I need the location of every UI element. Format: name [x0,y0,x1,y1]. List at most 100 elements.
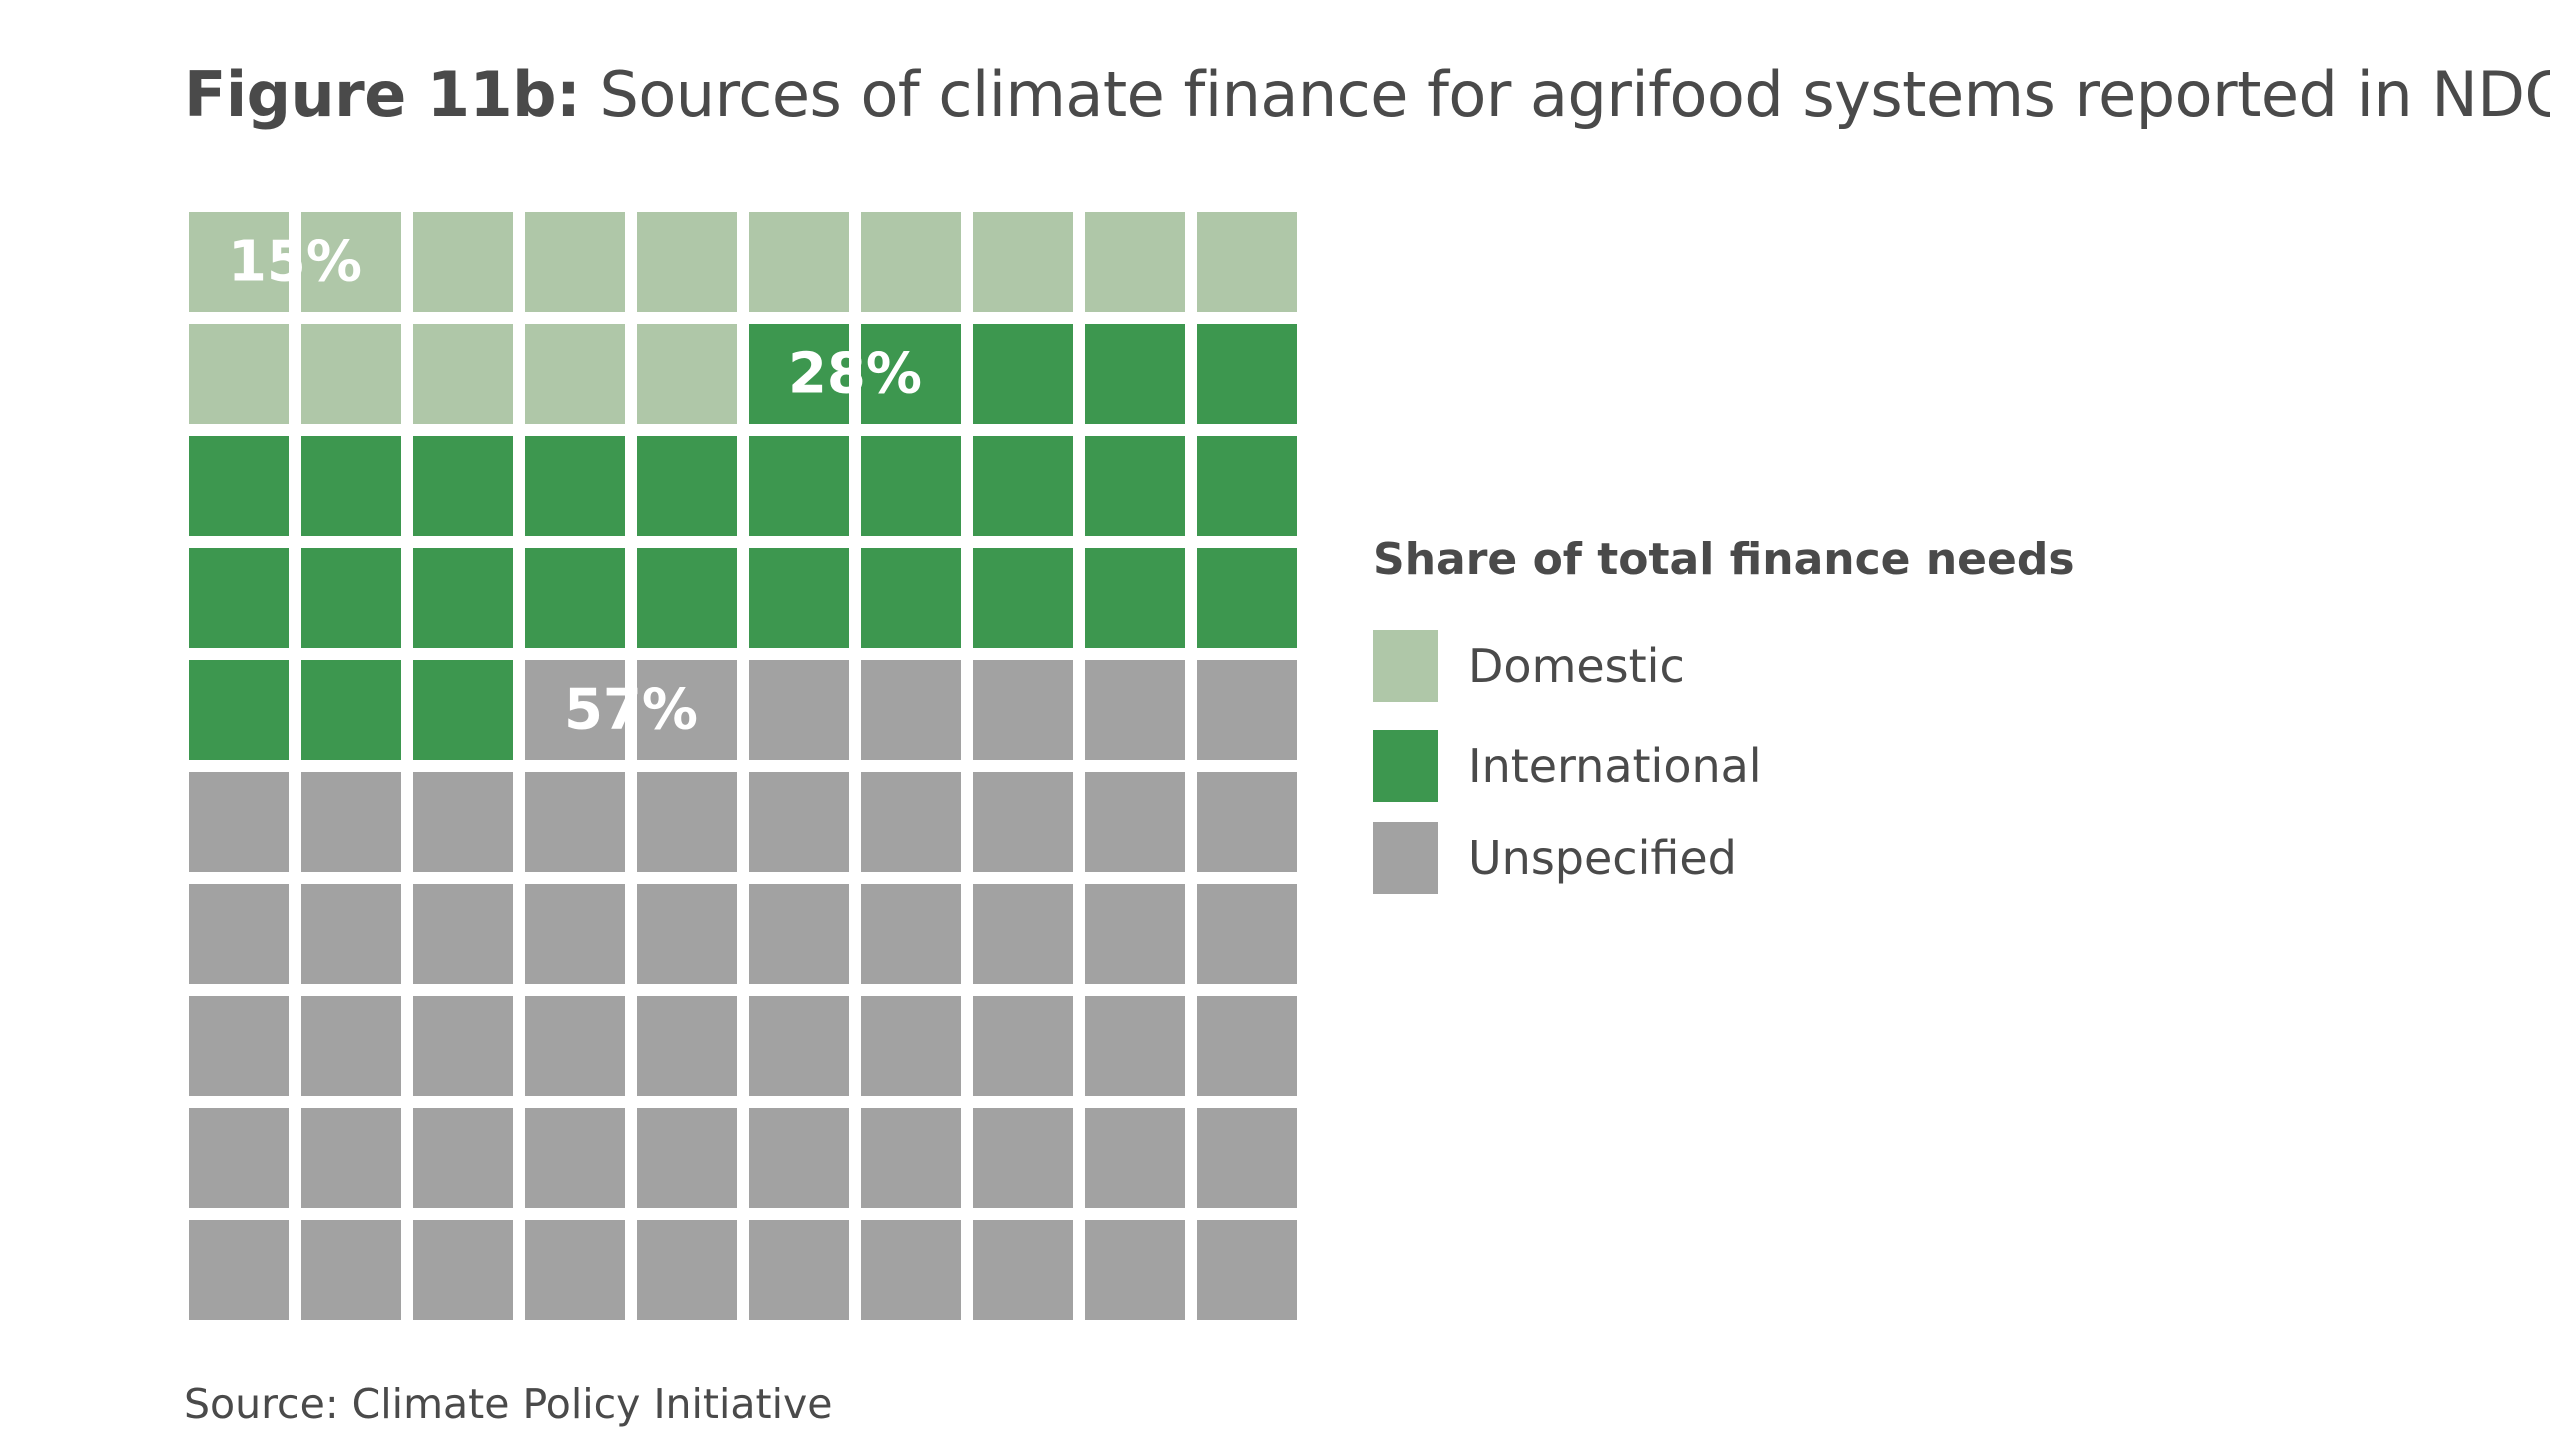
waffle-cell-unspecified [525,772,625,872]
waffle-cell-domestic [189,212,289,312]
waffle-cell-international [413,548,513,648]
waffle-cell-international [637,548,737,648]
waffle-cell-unspecified [861,660,961,760]
waffle-cell-unspecified [1085,1220,1185,1320]
waffle-cell-unspecified [861,1220,961,1320]
waffle-cell-international [973,324,1073,424]
waffle-cell-international [749,548,849,648]
waffle-cell-domestic [1197,212,1297,312]
waffle-cell-international [189,436,289,536]
waffle-cell-unspecified [413,772,513,872]
waffle-cell-unspecified [413,884,513,984]
waffle-cell-unspecified [749,660,849,760]
waffle-cell-unspecified [1085,996,1185,1096]
waffle-cell-unspecified [301,1108,401,1208]
waffle-cell-unspecified [1197,1220,1297,1320]
waffle-cell-unspecified [637,660,737,760]
waffle-cell-domestic [525,212,625,312]
legend-swatch-international [1373,730,1438,802]
waffle-cell-international [1197,436,1297,536]
waffle-cell-unspecified [861,1108,961,1208]
waffle-cell-unspecified [189,884,289,984]
waffle-cell-unspecified [189,1220,289,1320]
waffle-cell-unspecified [1197,772,1297,872]
waffle-cell-international [525,436,625,536]
waffle-cell-unspecified [525,660,625,760]
waffle-cell-unspecified [749,884,849,984]
waffle-cell-unspecified [637,996,737,1096]
figure-number: Figure 11b: [184,58,581,131]
data-label-international: 28% [788,342,922,407]
waffle-cell-domestic [413,212,513,312]
data-label-domestic: 15% [228,230,362,295]
waffle-cell-international [301,548,401,648]
waffle-cell-domestic [637,324,737,424]
waffle-cell-international [861,436,961,536]
waffle-cell-unspecified [637,772,737,872]
waffle-cell-unspecified [749,996,849,1096]
waffle-cell-unspecified [973,1220,1073,1320]
waffle-cell-international [749,436,849,536]
waffle-cell-international [1197,324,1297,424]
legend-swatch-domestic [1373,630,1438,702]
legend-swatch-unspecified [1373,822,1438,894]
waffle-cell-domestic [973,212,1073,312]
waffle-cell-unspecified [973,884,1073,984]
waffle-cell-international [525,548,625,648]
waffle-cell-unspecified [637,1220,737,1320]
waffle-cell-unspecified [301,996,401,1096]
waffle-cell-international [189,660,289,760]
legend-label-unspecified: Unspecified [1468,831,1737,885]
waffle-cell-unspecified [1085,1108,1185,1208]
waffle-cell-domestic [861,212,961,312]
waffle-cell-unspecified [525,996,625,1096]
legend-title: Share of total finance needs [1373,534,2075,585]
waffle-cell-domestic [525,324,625,424]
waffle-cell-unspecified [301,884,401,984]
waffle-cell-unspecified [413,996,513,1096]
waffle-cell-unspecified [189,996,289,1096]
waffle-cell-unspecified [1197,884,1297,984]
waffle-cell-unspecified [1197,996,1297,1096]
waffle-cell-unspecified [525,1108,625,1208]
waffle-cell-unspecified [1085,884,1185,984]
waffle-cell-unspecified [189,1108,289,1208]
waffle-cell-unspecified [861,996,961,1096]
figure-title-text: Sources of climate finance for agrifood … [599,58,2550,131]
waffle-cell-domestic [1085,212,1185,312]
waffle-cell-international [301,660,401,760]
waffle-cell-international [1085,436,1185,536]
legend-label-international: International [1468,739,1762,793]
source-note: Source: Climate Policy Initiative [184,1380,833,1428]
waffle-cell-unspecified [1197,1108,1297,1208]
waffle-cell-unspecified [973,660,1073,760]
legend-item-unspecified: Unspecified [1373,822,2073,894]
waffle-cell-international [749,324,849,424]
waffle-cell-international [301,436,401,536]
legend-item-international: International [1373,730,2073,802]
waffle-cell-unspecified [525,884,625,984]
waffle-cell-international [973,436,1073,536]
waffle-cell-domestic [301,212,401,312]
waffle-cell-domestic [749,212,849,312]
waffle-cell-international [189,548,289,648]
waffle-cell-unspecified [861,772,961,872]
chart-title: Figure 11b: Sources of climate finance f… [184,55,2550,135]
waffle-cell-unspecified [413,1108,513,1208]
waffle-cell-international [1197,548,1297,648]
legend: Share of total finance needs Domestic In… [1373,530,2075,894]
waffle-cell-domestic [301,324,401,424]
waffle-cell-unspecified [861,884,961,984]
waffle-cell-unspecified [637,1108,737,1208]
waffle-cell-unspecified [637,884,737,984]
waffle-cell-international [861,548,961,648]
legend-label-domestic: Domestic [1468,639,1685,693]
waffle-cell-unspecified [1085,660,1185,760]
waffle-cell-international [1085,548,1185,648]
waffle-cell-unspecified [301,1220,401,1320]
waffle-cell-unspecified [525,1220,625,1320]
waffle-cell-domestic [637,212,737,312]
waffle-cell-unspecified [301,772,401,872]
